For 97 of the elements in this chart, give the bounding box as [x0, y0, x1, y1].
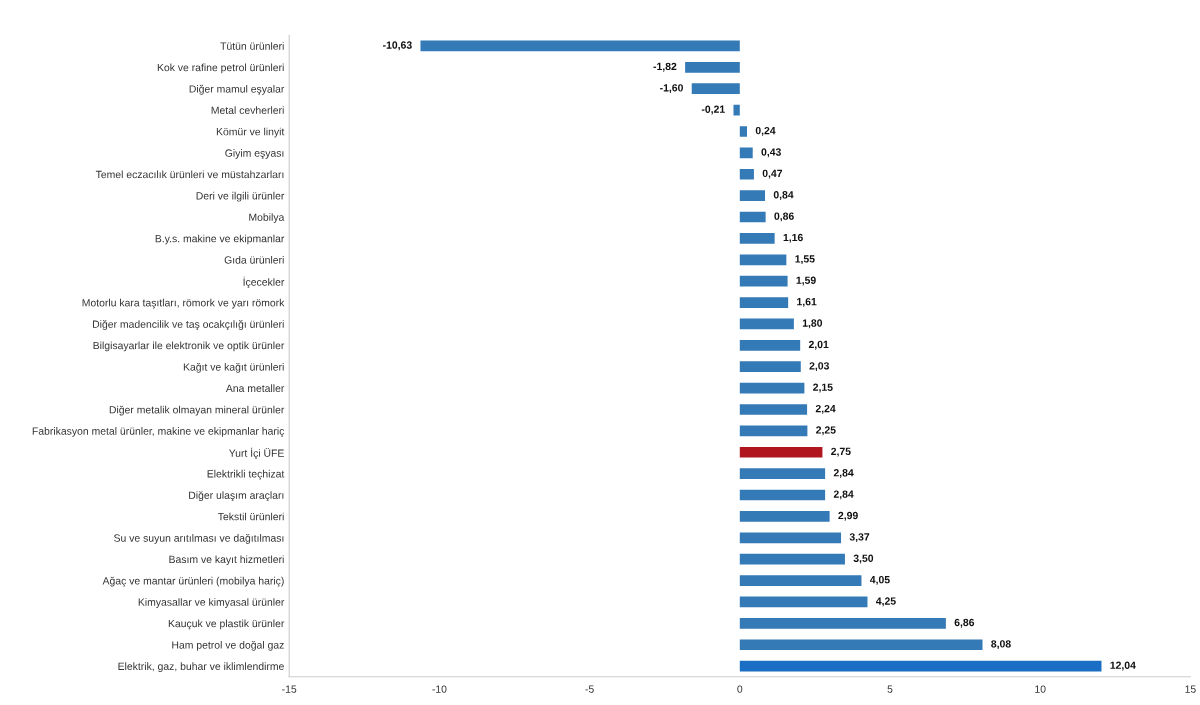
- data-label: 2,15: [813, 383, 833, 393]
- bar: [739, 489, 826, 501]
- data-label: 2,84: [833, 469, 854, 478]
- bar: [739, 596, 868, 608]
- y-tick-label: Diğer metalik olmayan mineral ürünler: [109, 405, 285, 416]
- bar: [739, 532, 842, 544]
- y-tick-label: Diğer ulaşım araçları: [189, 491, 284, 502]
- bar: [739, 511, 830, 522]
- bar: [739, 318, 794, 330]
- data-label: 2,84: [833, 490, 854, 500]
- data-label: 0,84: [773, 191, 794, 200]
- bar: [420, 40, 740, 52]
- bar: [739, 446, 823, 458]
- y-tick-label: Bilgisayarlar ile elektronik ve optik ürünler: [93, 341, 285, 352]
- bar: [739, 575, 862, 586]
- y-tick-label: Motorlu kara taşıtları, römork ve yarı römork: [82, 298, 285, 309]
- bar: [691, 83, 740, 95]
- bar: [739, 168, 754, 180]
- data-label: 4,25: [875, 597, 896, 607]
- x-tick-label: 0: [737, 685, 743, 693]
- data-label: 2,25: [816, 426, 836, 436]
- y-tick-label: Ana metaller: [225, 384, 285, 392]
- bar: [739, 233, 775, 244]
- data-label: 4,05: [869, 575, 890, 585]
- y-tick-label: Su ve suyun arıtılması ve dağıtılması: [114, 533, 284, 544]
- y-tick-label: Gıda ürünleri: [224, 256, 284, 264]
- data-label: 1,61: [797, 297, 817, 307]
- y-tick-label: Metal cevherleri: [211, 106, 284, 114]
- data-label: 2,24: [815, 404, 836, 414]
- bar: [739, 275, 788, 287]
- data-label: 3,37: [849, 533, 870, 543]
- data-label: 2,01: [808, 340, 829, 350]
- data-label: 1,16: [783, 233, 803, 243]
- y-tick-label: Kauçuk ve plastik ürünler: [168, 619, 285, 630]
- y-tick-label: Tekstil ürünleri: [218, 512, 284, 521]
- bar: [739, 361, 801, 373]
- y-tick-label: Diğer madencilik ve taş ocakçılığı ürünleri: [92, 320, 284, 330]
- data-label: -0,21: [701, 105, 725, 115]
- data-label: 2,75: [831, 447, 851, 457]
- x-tick-label: 10: [1035, 685, 1046, 693]
- bar: [739, 297, 789, 308]
- data-label: 1,55: [795, 255, 815, 265]
- bar: [739, 617, 946, 629]
- bar: [739, 339, 801, 351]
- data-label: 2,99: [838, 511, 858, 521]
- y-tick-label: Kimyasallar ve kimyasal ürünler: [138, 598, 285, 608]
- y-tick-label: Deri ve ilgili ürünler: [196, 191, 285, 202]
- x-tick-label: -5: [585, 685, 594, 693]
- x-tick-label: 5: [887, 685, 893, 693]
- bar: [739, 126, 748, 137]
- y-tick-label: Kömür ve linyit: [216, 127, 285, 138]
- data-label: -1,82: [653, 62, 677, 72]
- y-tick-label: Kok ve rafine petrol ürünleri: [157, 63, 284, 74]
- y-tick-label: Diğer mamul eşyalar: [189, 84, 285, 95]
- data-label: 1,80: [802, 319, 823, 329]
- data-label: 2,03: [809, 362, 830, 372]
- y-tick-label: Elektrikli teçhizat: [207, 469, 285, 480]
- bar: [739, 468, 826, 479]
- data-label: 12,04: [1110, 661, 1136, 671]
- y-tick-label: B.y.s. makine ve ekipmanlar: [155, 234, 285, 245]
- bar: [739, 639, 983, 651]
- y-tick-label: Giyim eşyası: [225, 149, 284, 159]
- bar: [739, 660, 1102, 672]
- y-tick-label: Kağıt ve kağıt ürünleri: [183, 362, 284, 373]
- y-tick-label: Basım ve kayıt hizmetleri: [169, 555, 284, 566]
- bar: [739, 382, 805, 394]
- bar: [739, 404, 808, 415]
- y-tick-label: Ağaç ve mantar ürünleri (mobilya hariç): [102, 576, 284, 587]
- bar: [739, 425, 808, 437]
- data-label: 3,50: [853, 554, 874, 564]
- bar: [739, 254, 787, 266]
- y-tick-label: Temel eczacılık ürünleri ve müstahzarları: [95, 170, 284, 179]
- data-label: 8,08: [991, 640, 1011, 650]
- data-label: -1,60: [660, 84, 683, 94]
- x-tick-label: 15: [1185, 685, 1196, 693]
- y-tick-label: Tütün ürünleri: [220, 42, 284, 50]
- data-label: -10,63: [383, 41, 412, 51]
- y-tick-label: Yurt İçi ÜFE: [229, 447, 284, 459]
- data-label: 0,24: [755, 126, 776, 136]
- data-label: 0,43: [761, 148, 781, 158]
- x-tick-label: -15: [282, 685, 297, 693]
- bar: [739, 190, 766, 201]
- data-label: 0,86: [774, 212, 794, 222]
- data-label: 6,86: [954, 618, 975, 628]
- y-tick-label: Fabrikasyon metal ürünler, makine ve ekipmanlar hariç: [32, 427, 285, 437]
- y-tick-label: Elektrik, gaz, buhar ve iklimlendirme: [118, 662, 284, 673]
- bar: [739, 553, 845, 565]
- bar: [739, 211, 766, 223]
- y-tick-label: İçecekler: [243, 276, 285, 288]
- data-label: 1,59: [796, 276, 816, 286]
- x-tick-label: -10: [432, 685, 447, 693]
- bar: [685, 61, 740, 73]
- data-label: 0,47: [762, 169, 783, 179]
- y-tick-label: Ham petrol ve doğal gaz: [172, 640, 284, 651]
- y-tick-label: Mobilya: [249, 213, 285, 223]
- bar: [739, 147, 753, 159]
- bar: [733, 104, 740, 116]
